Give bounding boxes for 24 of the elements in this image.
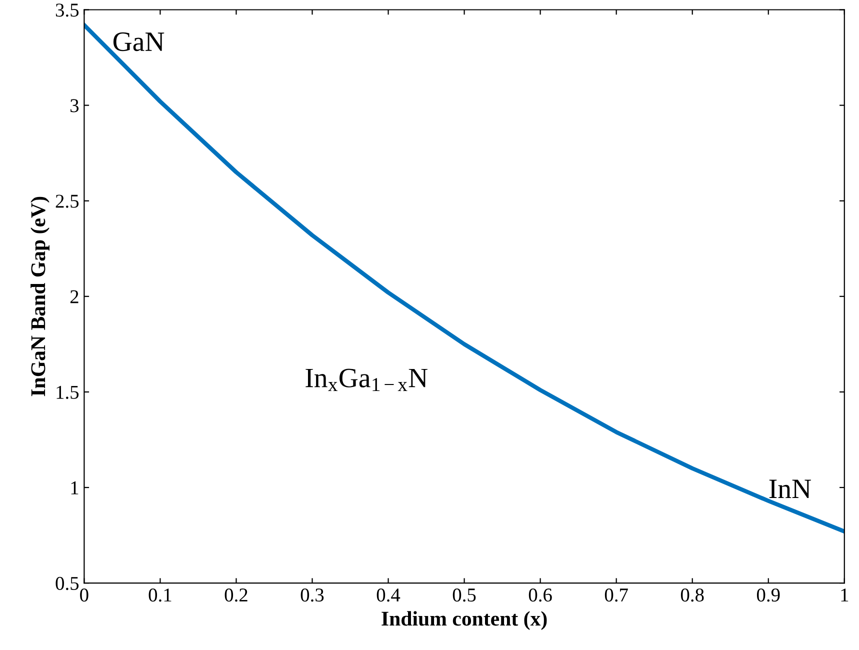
y-tick-label: 3.5 (56, 4, 79, 17)
x-tick-label: 0.1 (148, 588, 172, 602)
x-tick-label: 1 (841, 588, 848, 602)
annotation: InN (769, 480, 811, 498)
x-tick-label: 0.3 (300, 588, 324, 602)
x-tick-label: 0.6 (528, 588, 552, 602)
y-tick-label: 1.5 (56, 386, 79, 399)
y-tick-label: 0.5 (56, 576, 79, 590)
x-tick-label: 0.8 (680, 588, 704, 602)
y-tick-label: 1 (71, 481, 78, 494)
line-series (84, 22, 844, 534)
x-tick-label: 0.4 (376, 588, 400, 602)
annotation: GaN (113, 32, 164, 52)
x-tick-label: 0 (80, 588, 88, 602)
x-tick-label: 0.7 (604, 588, 628, 602)
x-tick-label: 0.5 (452, 588, 476, 602)
y-tick-label: 3 (70, 99, 79, 112)
x-tick-label: 0.2 (224, 588, 248, 602)
annotation: In$_{x}$Ga$_{1−x}$N (306, 368, 428, 391)
x-axis-title: Indium content (x) (382, 611, 547, 630)
y-tick-label: 2.5 (56, 194, 79, 208)
y-tick-label: 2 (70, 290, 78, 304)
x-tick-label: 0.9 (756, 588, 780, 602)
y-axis-title: InGaN Band Gap (eV) (30, 196, 50, 396)
